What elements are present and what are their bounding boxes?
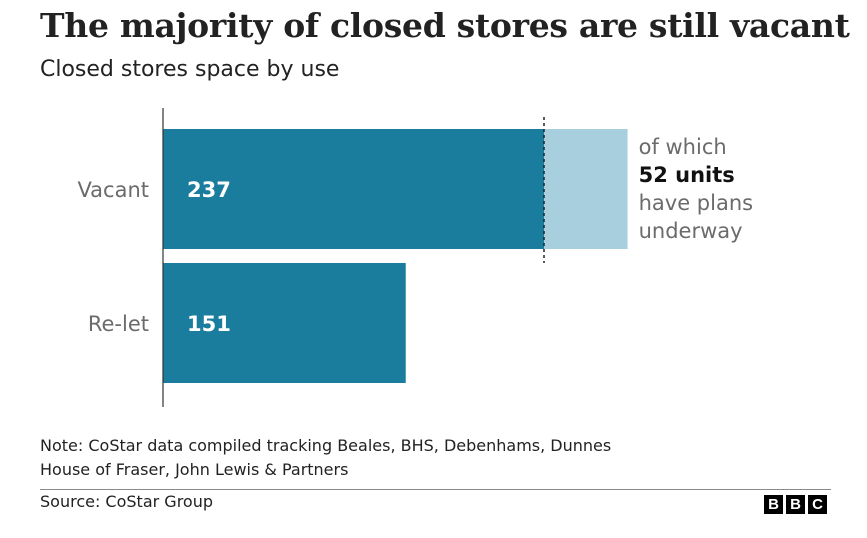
footer-divider	[40, 489, 831, 490]
chart-note: Note: CoStar data compiled tracking Beal…	[40, 434, 840, 482]
annotation-line: underway	[639, 219, 743, 243]
bar	[163, 129, 544, 249]
bar	[163, 263, 406, 383]
annotation-line: 52 units	[639, 163, 735, 187]
bbc-logo: B B C	[764, 495, 827, 514]
chart-subtitle: Closed stores space by use	[40, 57, 340, 82]
category-label: Re-let	[88, 312, 149, 336]
sub-segment-bar	[544, 129, 628, 249]
chart-title: The majority of closed stores are still …	[40, 6, 850, 45]
annotation-line: of which	[639, 135, 727, 159]
bar-chart: 237 Vacant 151 Re-let of which 52 units have p…	[77, 108, 754, 407]
note-line: Note: CoStar data compiled tracking Beal…	[40, 436, 612, 455]
bar-value-label: 237	[187, 178, 231, 202]
note-line: House of Fraser, John Lewis & Partners	[40, 460, 349, 479]
bar-value-label: 151	[187, 312, 231, 336]
source-text: Source: CoStar Group	[40, 492, 213, 511]
bbc-logo-letter: B	[764, 495, 783, 514]
bbc-logo-letter: B	[786, 495, 805, 514]
bbc-logo-letter: C	[808, 495, 827, 514]
category-label: Vacant	[77, 178, 149, 202]
annotation-line: have plans	[639, 191, 754, 215]
